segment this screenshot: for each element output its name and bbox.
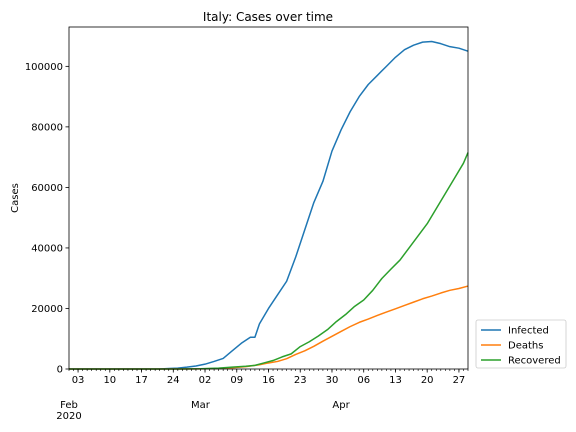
y-axis-label: Cases xyxy=(10,183,21,213)
legend-box xyxy=(475,319,567,369)
legend-label-infected: Infected xyxy=(508,326,549,337)
x-month-label: Feb xyxy=(60,400,78,411)
y-tick-label: 80000 xyxy=(31,122,63,133)
x-tick-label: 03 xyxy=(72,375,85,386)
y-tick-label: 60000 xyxy=(31,183,63,194)
y-tick-label: 0 xyxy=(57,365,63,376)
legend-label-deaths: Deaths xyxy=(508,341,543,352)
y-tick-label: 40000 xyxy=(31,243,63,254)
series-layer xyxy=(68,40,469,370)
x-tick-label: 16 xyxy=(262,375,275,386)
plot-frame xyxy=(68,26,469,370)
x-tick-label: 10 xyxy=(103,375,116,386)
y-tick-label: 100000 xyxy=(25,62,63,73)
chart-title: Italy: Cases over time xyxy=(203,10,333,24)
legend-label-recovered: Recovered xyxy=(508,356,561,367)
x-tick-label: 02 xyxy=(199,375,212,386)
x-tick-label: 30 xyxy=(326,375,339,386)
x-tick-label: 23 xyxy=(294,375,307,386)
x-month-label: Mar xyxy=(191,400,211,411)
legend: Infected Deaths Recovered xyxy=(475,319,567,369)
series-line-infected xyxy=(68,40,469,370)
series-line-recovered xyxy=(68,152,469,370)
x-year-label: 2020 xyxy=(56,411,81,422)
x-month-label: Apr xyxy=(332,400,350,411)
series-line-deaths xyxy=(68,285,469,370)
x-tick-label: 09 xyxy=(230,375,243,386)
axes-layer: 0 20000 40000 60000 80000 100000 03 10 17 24 02 09 1… xyxy=(25,26,469,422)
x-tick-label: 20 xyxy=(421,375,434,386)
x-tick-label: 17 xyxy=(135,375,148,386)
x-tick-label: 27 xyxy=(453,375,466,386)
y-tick-label: 20000 xyxy=(31,304,63,315)
x-tick-label: 13 xyxy=(389,375,402,386)
x-tick-label: 24 xyxy=(167,375,180,386)
x-tick-label: 06 xyxy=(357,375,370,386)
